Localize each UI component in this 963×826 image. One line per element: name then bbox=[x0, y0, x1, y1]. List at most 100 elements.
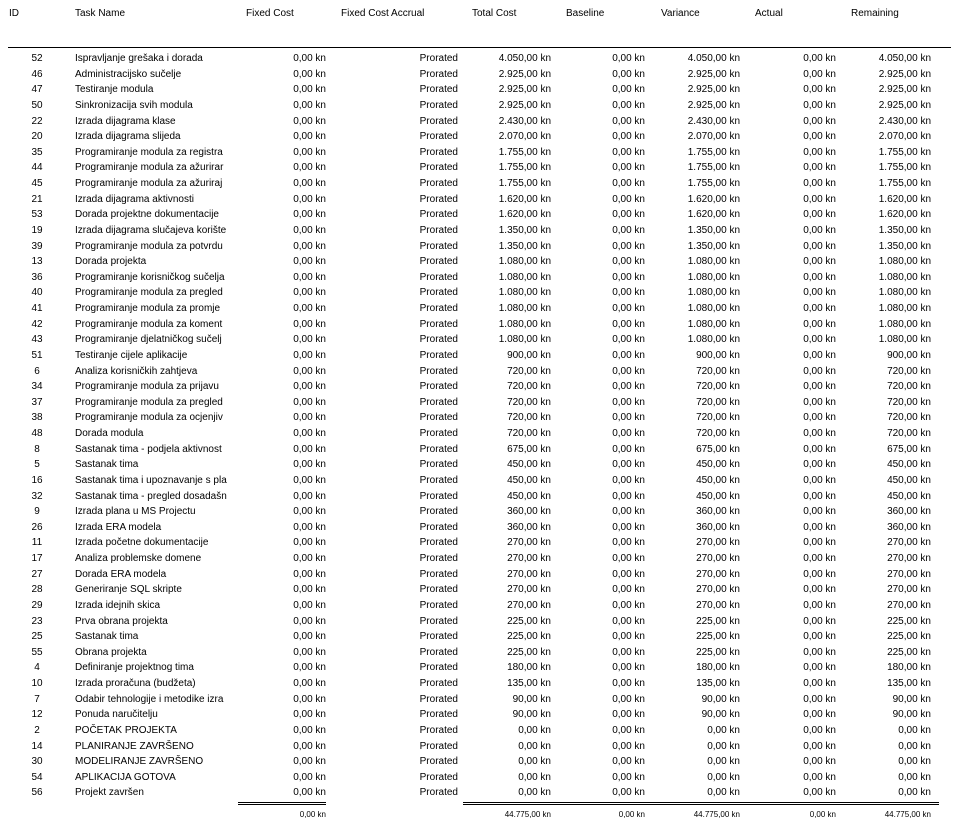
task-name: Sastanak tima - podjela aktivnost bbox=[75, 443, 222, 455]
baseline-cost: 0,00 kn bbox=[612, 459, 645, 471]
task-id: 26 bbox=[31, 521, 43, 533]
fixed-cost-accrual: Prorated bbox=[419, 256, 458, 268]
task-id: 51 bbox=[31, 349, 43, 361]
task-cost-table: 52 Ispravljanje grešaka i dorada 0,00 kn Pr… bbox=[0, 51, 963, 801]
task-id: 29 bbox=[31, 599, 43, 611]
column-header-remaining: Remaining bbox=[851, 8, 899, 19]
task-name: Odabir tehnologije i metodike izra bbox=[75, 693, 224, 705]
actual-cost: 0,00 kn bbox=[803, 428, 836, 439]
remaining-cost: 2.925,00 kn bbox=[878, 99, 931, 111]
task-name: Sastanak tima bbox=[75, 631, 139, 643]
actual-cost: 0,00 kn bbox=[803, 709, 836, 721]
actual-cost: 0,00 kn bbox=[803, 287, 836, 299]
fixed-cost-accrual: Prorated bbox=[419, 599, 458, 611]
total-cost: 1.080,00 kn bbox=[498, 271, 551, 283]
task-id: 56 bbox=[31, 787, 43, 799]
remaining-cost: 270,00 kn bbox=[887, 537, 931, 549]
task-id: 36 bbox=[31, 271, 43, 283]
baseline-cost: 0,00 kn bbox=[612, 615, 645, 627]
remaining-cost: 225,00 kn bbox=[887, 615, 931, 627]
actual-cost: 0,00 kn bbox=[803, 584, 836, 596]
variance-cost: 270,00 kn bbox=[696, 537, 740, 549]
actual-cost: 0,00 kn bbox=[803, 68, 836, 80]
table-row: 34 Programiranje modula za prijavu 0,00 kn… bbox=[0, 379, 963, 395]
remaining-cost: 225,00 kn bbox=[887, 646, 931, 658]
remaining-cost: 720,00 kn bbox=[887, 396, 931, 408]
task-name: Programiranje modula za prijavu bbox=[75, 381, 219, 393]
remaining-cost: 0,00 kn bbox=[898, 740, 931, 752]
remaining-cost: 1.080,00 kn bbox=[878, 287, 931, 299]
actual-cost: 0,00 kn bbox=[803, 646, 836, 658]
table-row: 14 PLANIRANJE ZAVRŠENO 0,00 kn Prorated 0,00… bbox=[0, 739, 963, 755]
variance-cost: 2.925,00 kn bbox=[687, 99, 740, 111]
variance-cost: 270,00 kn bbox=[696, 584, 740, 596]
total-fixed-cost: 0,00 kn bbox=[299, 810, 326, 819]
actual-cost: 0,00 kn bbox=[803, 599, 836, 611]
fixed-cost: 0,00 kn bbox=[293, 662, 326, 674]
baseline-cost: 0,00 kn bbox=[612, 240, 645, 252]
baseline-cost: 0,00 kn bbox=[612, 724, 645, 736]
task-id: 5 bbox=[34, 459, 40, 471]
task-name: Dorada modula bbox=[75, 428, 144, 439]
table-row: 48 Dorada modula 0,00 kn Prorated 720,00 kn 0… bbox=[0, 426, 963, 442]
fixed-cost: 0,00 kn bbox=[293, 615, 326, 627]
task-id: 16 bbox=[31, 474, 43, 486]
task-id: 22 bbox=[31, 115, 43, 127]
actual-cost: 0,00 kn bbox=[803, 615, 836, 627]
total-cost: 1.080,00 kn bbox=[498, 318, 551, 330]
task-name: Programiranje modula za pregled bbox=[75, 396, 223, 408]
actual-cost: 0,00 kn bbox=[803, 209, 836, 221]
fixed-cost-accrual: Prorated bbox=[419, 506, 458, 518]
fixed-cost: 0,00 kn bbox=[293, 396, 326, 408]
fixed-cost-accrual: Prorated bbox=[419, 662, 458, 674]
fixed-cost-accrual: Prorated bbox=[419, 162, 458, 174]
task-id: 37 bbox=[31, 396, 43, 408]
total-cost: 135,00 kn bbox=[507, 678, 551, 689]
baseline-cost: 0,00 kn bbox=[612, 553, 645, 564]
fixed-cost-accrual: Prorated bbox=[419, 115, 458, 127]
fixed-cost: 0,00 kn bbox=[293, 84, 326, 96]
column-header-id: ID bbox=[9, 8, 19, 19]
task-name: Izrada plana u MS Projectu bbox=[75, 506, 196, 518]
remaining-cost: 1.080,00 kn bbox=[878, 271, 931, 283]
total-cost: 1.350,00 kn bbox=[498, 240, 551, 252]
total-cost: 2.070,00 kn bbox=[498, 131, 551, 143]
task-id: 44 bbox=[31, 162, 43, 174]
table-row: 56 Projekt završen 0,00 kn Prorated 0,00 kn 0… bbox=[0, 785, 963, 801]
table-row: 42 Programiranje modula za koment 0,00 kn P… bbox=[0, 317, 963, 333]
baseline-cost: 0,00 kn bbox=[612, 646, 645, 658]
actual-cost: 0,00 kn bbox=[803, 756, 836, 768]
fixed-cost-accrual: Prorated bbox=[419, 428, 458, 439]
total-cost: 675,00 kn bbox=[507, 443, 551, 455]
remaining-cost: 2.070,00 kn bbox=[878, 131, 931, 143]
baseline-cost: 0,00 kn bbox=[612, 537, 645, 549]
fixed-cost-accrual: Prorated bbox=[419, 740, 458, 752]
task-id: 7 bbox=[34, 693, 40, 705]
task-id: 55 bbox=[31, 646, 43, 658]
column-header-total-cost: Total Cost bbox=[472, 8, 517, 19]
fixed-cost-accrual: Prorated bbox=[419, 553, 458, 564]
table-row: 45 Programiranje modula za ažuriraj 0,00 k… bbox=[0, 176, 963, 192]
task-name: Prva obrana projekta bbox=[75, 615, 168, 627]
fixed-cost-accrual: Prorated bbox=[419, 209, 458, 221]
actual-cost: 0,00 kn bbox=[803, 53, 836, 64]
fixed-cost: 0,00 kn bbox=[293, 599, 326, 611]
baseline-cost: 0,00 kn bbox=[612, 568, 645, 580]
baseline-cost: 0,00 kn bbox=[612, 334, 645, 346]
fixed-cost: 0,00 kn bbox=[293, 115, 326, 127]
table-row: 11 Izrada početne dokumentacije 0,00 kn Pro… bbox=[0, 535, 963, 551]
fixed-cost-accrual: Prorated bbox=[419, 584, 458, 596]
total-cost: 2.925,00 kn bbox=[498, 84, 551, 96]
table-row: 44 Programiranje modula za ažurirar 0,00 k… bbox=[0, 160, 963, 176]
baseline-cost: 0,00 kn bbox=[612, 631, 645, 643]
fixed-cost-accrual: Prorated bbox=[419, 303, 458, 314]
variance-cost: 1.080,00 kn bbox=[687, 318, 740, 330]
baseline-cost: 0,00 kn bbox=[612, 428, 645, 439]
baseline-cost: 0,00 kn bbox=[612, 787, 645, 799]
table-row: 12 Ponuda naručitelju 0,00 kn Prorated 90,00… bbox=[0, 707, 963, 723]
remaining-cost: 4.050,00 kn bbox=[878, 53, 931, 64]
total-cost: 1.080,00 kn bbox=[498, 256, 551, 268]
fixed-cost: 0,00 kn bbox=[293, 381, 326, 393]
remaining-cost: 270,00 kn bbox=[887, 568, 931, 580]
actual-cost: 0,00 kn bbox=[803, 256, 836, 268]
